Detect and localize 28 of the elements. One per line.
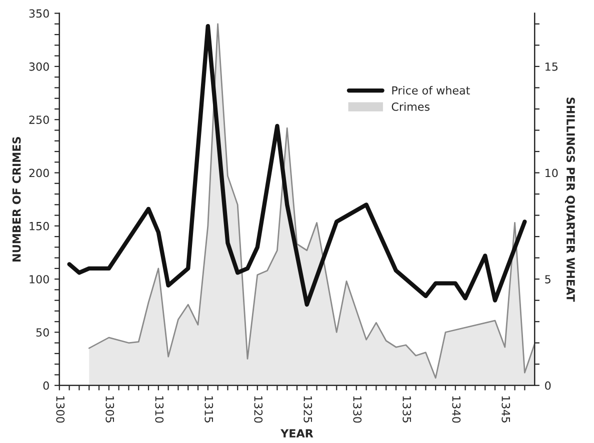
- x-tick-label: 1305: [106, 396, 114, 422]
- legend-label: Crimes: [392, 102, 430, 111]
- legend-label: Price of wheat: [392, 86, 470, 95]
- x-tick-label: 1340: [452, 396, 461, 423]
- x-tick-label: 1345: [502, 396, 510, 422]
- x-tick-label: 1315: [204, 396, 214, 422]
- y2-tick-label: 5: [545, 275, 550, 284]
- x-tick-label: 1320: [254, 396, 263, 423]
- y-tick-label: 150: [30, 222, 49, 230]
- line-series: [67, 24, 527, 307]
- x-axis-title: YEAR: [280, 429, 314, 438]
- y-tick-label: 100: [30, 275, 49, 284]
- y-tick-label: 350: [29, 9, 49, 18]
- y-tick-label: 200: [29, 168, 49, 178]
- y-axis-title: NUMBER OF CRIMES: [12, 137, 21, 262]
- y-tick-label: 50: [36, 328, 49, 337]
- y2-tick-label: 0: [545, 381, 551, 390]
- y2-axis-title: SHILLINGS PER QUARTER WHEAT: [565, 98, 575, 302]
- y2-tick-label: 15: [546, 62, 558, 71]
- y-tick-label: 300: [29, 62, 49, 71]
- x-tick-label: 1325: [304, 396, 312, 422]
- x-tick-label: 1300: [56, 396, 65, 423]
- x-tick-label: 1330: [353, 396, 362, 423]
- y-tick-label: 250: [29, 116, 49, 124]
- x-tick-label: 1335: [402, 396, 412, 422]
- x-tick-label: 1310: [155, 396, 164, 423]
- y2-tick-label: 10: [546, 168, 558, 178]
- y-tick-label: 0: [43, 381, 49, 390]
